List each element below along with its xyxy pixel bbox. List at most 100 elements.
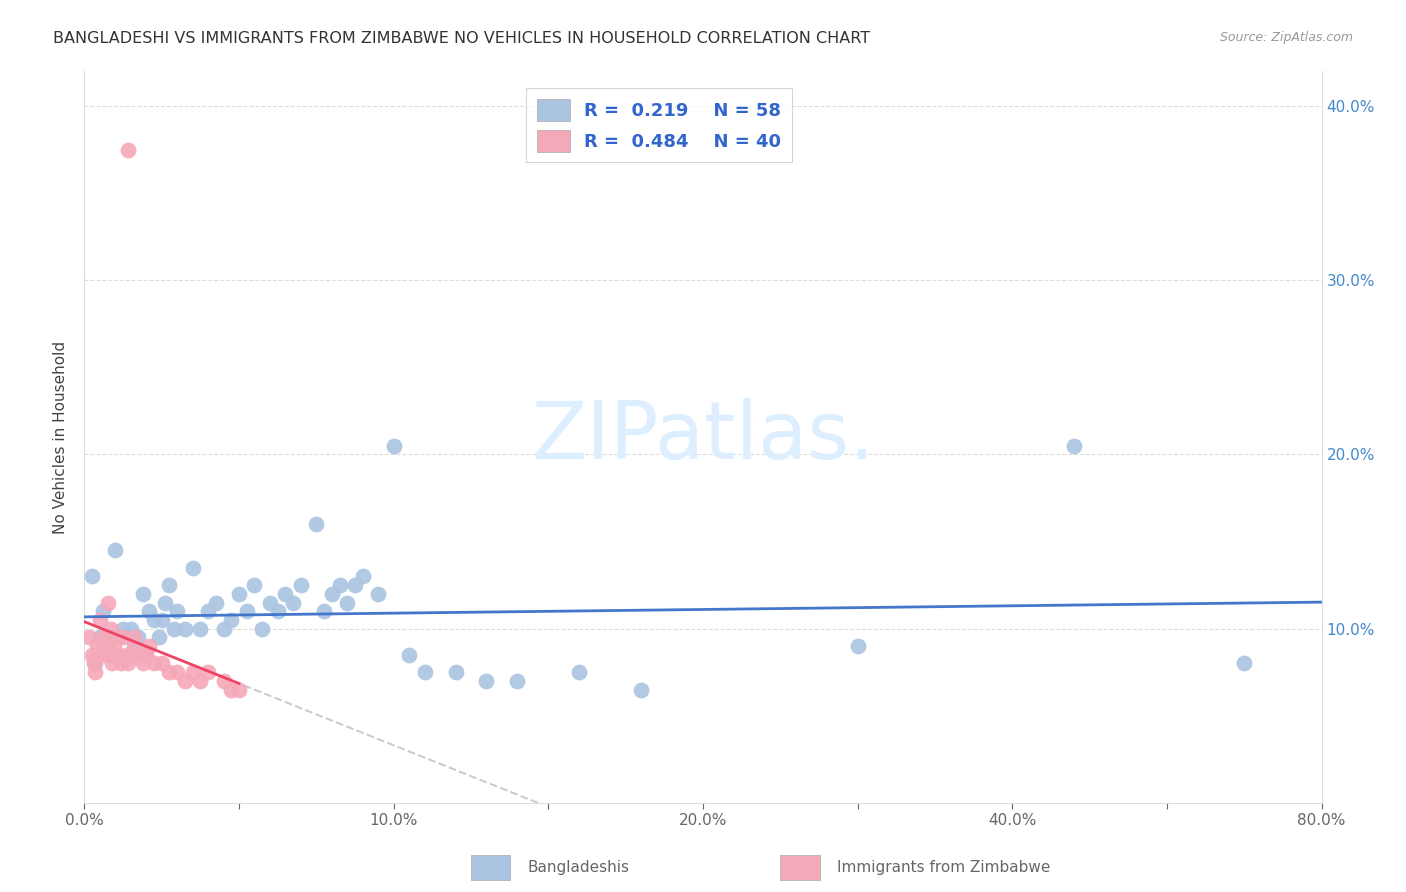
- Point: [98, 631, 121, 645]
- Point: [153, 595, 176, 609]
- Point: [135, 648, 157, 662]
- Point: [96, 595, 118, 609]
- Point: [1233, 657, 1256, 671]
- Point: [228, 682, 250, 697]
- Point: [336, 595, 359, 609]
- Point: [103, 639, 125, 653]
- Point: [82, 648, 104, 662]
- Point: [94, 648, 117, 662]
- Point: [143, 613, 166, 627]
- Point: [475, 673, 498, 688]
- Point: [89, 631, 111, 645]
- Point: [305, 517, 328, 532]
- Point: [174, 673, 197, 688]
- Point: [212, 622, 235, 636]
- Point: [846, 639, 869, 653]
- Point: [243, 578, 266, 592]
- Point: [188, 622, 211, 636]
- Point: [312, 604, 335, 618]
- Point: [328, 578, 352, 592]
- Point: [506, 673, 529, 688]
- Text: BANGLADESHI VS IMMIGRANTS FROM ZIMBABWE NO VEHICLES IN HOUSEHOLD CORRELATION CHA: BANGLADESHI VS IMMIGRANTS FROM ZIMBABWE …: [53, 31, 870, 46]
- Point: [188, 673, 211, 688]
- Point: [110, 657, 132, 671]
- Point: [107, 631, 129, 645]
- Point: [138, 604, 160, 618]
- Point: [82, 569, 104, 583]
- Point: [148, 631, 170, 645]
- Point: [104, 631, 127, 645]
- Point: [281, 595, 305, 609]
- Point: [398, 648, 420, 662]
- Point: [132, 587, 155, 601]
- Point: [117, 648, 139, 662]
- Point: [250, 622, 273, 636]
- Point: [101, 657, 124, 671]
- Point: [93, 639, 115, 653]
- Point: [205, 595, 228, 609]
- Point: [83, 657, 105, 671]
- Point: [117, 657, 139, 671]
- Point: [219, 613, 242, 627]
- Point: [352, 569, 374, 583]
- Point: [413, 665, 436, 680]
- Point: [107, 648, 129, 662]
- Point: [96, 639, 118, 653]
- Point: [163, 622, 186, 636]
- Point: [84, 657, 107, 671]
- Text: Bangladeshis: Bangladeshis: [527, 860, 630, 875]
- Point: [568, 665, 591, 680]
- Point: [267, 604, 290, 618]
- Point: [159, 665, 180, 680]
- Point: [100, 622, 122, 636]
- Point: [115, 648, 138, 662]
- Point: [235, 604, 259, 618]
- Point: [91, 631, 114, 645]
- Point: [197, 604, 219, 618]
- Point: [120, 622, 142, 636]
- Text: Source: ZipAtlas.com: Source: ZipAtlas.com: [1219, 31, 1353, 45]
- Point: [367, 587, 389, 601]
- Point: [87, 648, 110, 662]
- Point: [122, 631, 145, 645]
- Point: [444, 665, 467, 680]
- Point: [112, 631, 135, 645]
- Point: [259, 595, 281, 609]
- Point: [104, 543, 127, 558]
- Point: [166, 604, 188, 618]
- Point: [127, 631, 149, 645]
- Point: [159, 578, 180, 592]
- Point: [382, 439, 405, 453]
- Point: [219, 682, 242, 697]
- Point: [91, 604, 114, 618]
- FancyBboxPatch shape: [471, 855, 510, 880]
- Point: [197, 665, 219, 680]
- Point: [143, 657, 166, 671]
- Point: [212, 673, 235, 688]
- Legend: R =  0.219    N = 58, R =  0.484    N = 40: R = 0.219 N = 58, R = 0.484 N = 40: [526, 87, 792, 162]
- Point: [122, 639, 145, 653]
- Point: [150, 657, 173, 671]
- Point: [228, 587, 250, 601]
- Point: [290, 578, 312, 592]
- Point: [120, 648, 142, 662]
- FancyBboxPatch shape: [780, 855, 820, 880]
- Point: [174, 622, 197, 636]
- Text: Immigrants from Zimbabwe: Immigrants from Zimbabwe: [837, 860, 1050, 875]
- Point: [89, 613, 111, 627]
- Point: [138, 639, 160, 653]
- Text: ZIPatlas.: ZIPatlas.: [531, 398, 875, 476]
- Point: [127, 648, 149, 662]
- Point: [112, 622, 135, 636]
- Point: [166, 665, 188, 680]
- Point: [132, 657, 155, 671]
- Point: [181, 665, 204, 680]
- Point: [86, 639, 108, 653]
- Point: [124, 639, 146, 653]
- Point: [117, 143, 139, 157]
- Point: [1063, 439, 1085, 453]
- Point: [135, 648, 157, 662]
- Point: [84, 665, 107, 680]
- Point: [274, 587, 297, 601]
- Point: [150, 613, 173, 627]
